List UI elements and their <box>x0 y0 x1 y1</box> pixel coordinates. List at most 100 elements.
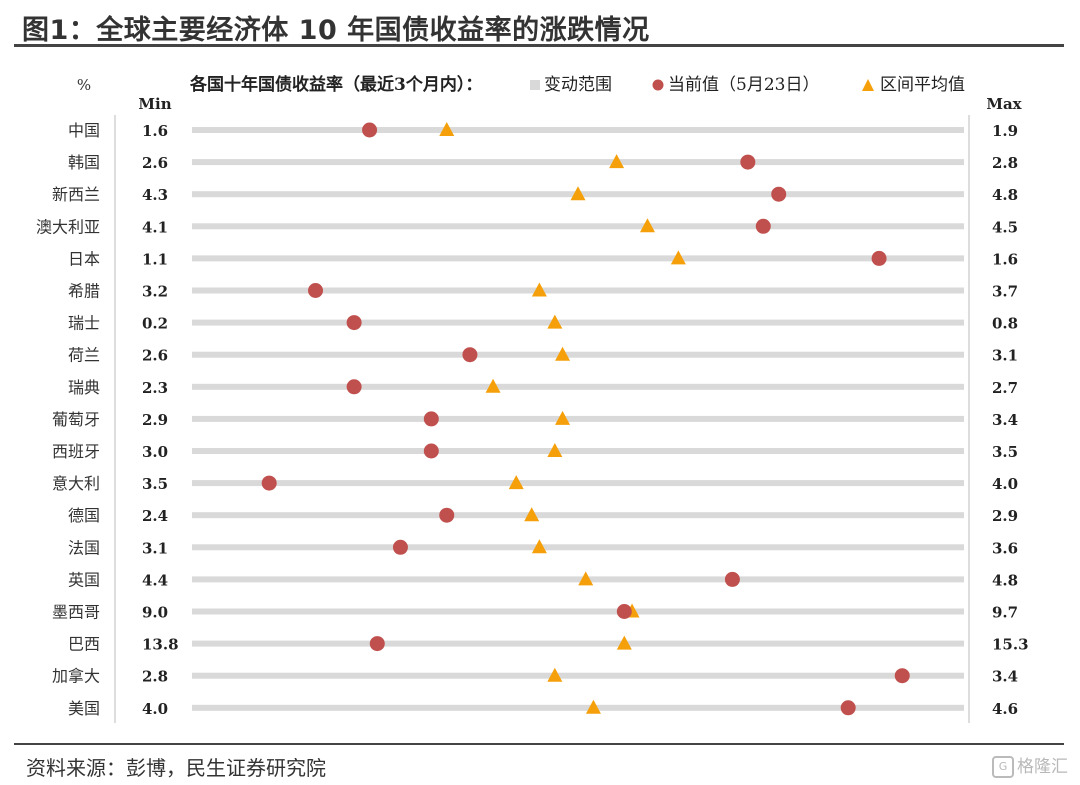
current-marker <box>308 283 324 298</box>
legend-current-marker <box>652 79 664 91</box>
average-marker <box>524 507 540 522</box>
range-bar <box>192 255 964 262</box>
min-value: 3.1 <box>142 539 168 557</box>
country-label: 德国 <box>68 506 100 525</box>
min-header: Min <box>138 95 171 113</box>
max-value: 4.0 <box>992 475 1018 493</box>
average-marker <box>508 475 524 490</box>
average-marker <box>570 186 586 201</box>
average-marker <box>531 282 547 297</box>
legend-range-label: 变动范围 <box>544 75 612 95</box>
average-marker <box>585 699 601 714</box>
legend-current-label: 当前值（5月23日） <box>668 75 819 95</box>
range-bar <box>192 448 964 454</box>
max-value: 3.6 <box>992 539 1018 557</box>
country-label: 葡萄牙 <box>52 410 100 429</box>
current-marker <box>771 186 787 202</box>
min-value: 1.6 <box>142 122 168 140</box>
average-marker <box>555 346 571 361</box>
min-value: 2.6 <box>142 347 168 365</box>
min-value: 3.2 <box>142 283 168 301</box>
range-bar <box>192 223 964 230</box>
current-marker <box>346 379 362 395</box>
current-marker <box>740 154 756 170</box>
country-label: 中国 <box>68 121 100 140</box>
range-bar <box>192 544 964 551</box>
country-label: 巴西 <box>68 635 100 654</box>
max-value: 4.5 <box>992 218 1018 236</box>
legend-average-marker <box>862 79 874 91</box>
country-label: 墨西哥 <box>52 603 100 622</box>
country-label: 澳大利亚 <box>36 217 100 236</box>
country-label: 瑞士 <box>68 314 100 333</box>
min-value: 2.4 <box>142 507 168 525</box>
max-value: 4.8 <box>992 186 1018 204</box>
current-marker <box>616 604 632 619</box>
range-bar <box>192 576 964 583</box>
min-value: 1.1 <box>142 250 168 268</box>
max-value: 4.8 <box>992 571 1018 589</box>
max-value: 1.6 <box>992 250 1018 268</box>
average-marker <box>547 667 563 682</box>
max-value: 1.9 <box>992 122 1018 140</box>
min-value: 4.3 <box>142 186 168 204</box>
current-marker <box>724 571 740 587</box>
legend: 变动范围 当前值（5月23日） 区间平均值 <box>530 75 965 95</box>
country-label: 加拿大 <box>52 667 100 686</box>
max-value: 3.1 <box>992 347 1018 365</box>
range-bar <box>192 512 964 519</box>
source-rule <box>14 743 1064 745</box>
max-value: 3.5 <box>992 443 1018 461</box>
max-value: 3.4 <box>992 411 1018 429</box>
min-value: 9.0 <box>142 604 168 622</box>
current-marker <box>755 218 771 234</box>
figure-title: 图1：全球主要经济体 10 年国债收益率的涨跌情况 <box>22 15 650 46</box>
max-value: 2.7 <box>992 379 1018 397</box>
average-marker <box>670 250 686 265</box>
max-value: 2.9 <box>992 507 1018 525</box>
max-value: 3.7 <box>992 283 1018 301</box>
min-value: 4.1 <box>142 218 168 236</box>
range-bar <box>192 704 964 711</box>
average-marker <box>485 378 501 393</box>
watermark-logo-icon: G <box>992 756 1014 778</box>
range-bar <box>192 672 964 679</box>
range-bar <box>192 159 964 166</box>
legend-range-marker <box>530 80 540 90</box>
country-label: 英国 <box>68 570 100 589</box>
yield-range-chart: % 各国十年国债收益率（最近3个月内）： 变动范围 当前值（5月23日） 区间平… <box>36 74 1029 723</box>
max-value: 3.4 <box>992 668 1018 686</box>
min-value: 4.4 <box>142 571 168 589</box>
min-value: 13.8 <box>142 636 179 654</box>
range-bar <box>192 287 964 294</box>
average-marker <box>439 122 455 136</box>
country-label: 瑞典 <box>68 378 100 397</box>
country-label: 意大利 <box>52 474 100 493</box>
average-marker <box>555 410 571 425</box>
current-marker <box>462 347 478 363</box>
title-rule <box>14 44 1064 47</box>
country-label: 法国 <box>68 538 100 557</box>
current-marker <box>346 315 362 331</box>
min-value: 3.0 <box>142 443 168 461</box>
range-bar <box>192 127 964 133</box>
range-bar <box>192 415 964 422</box>
current-marker <box>894 668 910 684</box>
range-bar <box>192 640 964 647</box>
range-bar <box>192 480 964 487</box>
min-value: 2.3 <box>142 379 168 397</box>
min-value: 4.0 <box>142 700 168 718</box>
average-marker <box>547 443 563 457</box>
range-bar <box>192 383 964 390</box>
current-marker <box>423 443 439 459</box>
legend-average-label: 区间平均值 <box>880 75 965 95</box>
range-bar <box>192 608 964 615</box>
current-marker <box>392 539 408 555</box>
max-value: 4.6 <box>992 700 1018 718</box>
current-marker <box>840 700 856 716</box>
country-label: 美国 <box>68 699 100 718</box>
average-marker <box>547 314 563 329</box>
source-note: 资料来源：彭博，民生证券研究院 <box>26 756 326 780</box>
min-value: 2.6 <box>142 154 168 172</box>
current-marker <box>871 250 887 266</box>
